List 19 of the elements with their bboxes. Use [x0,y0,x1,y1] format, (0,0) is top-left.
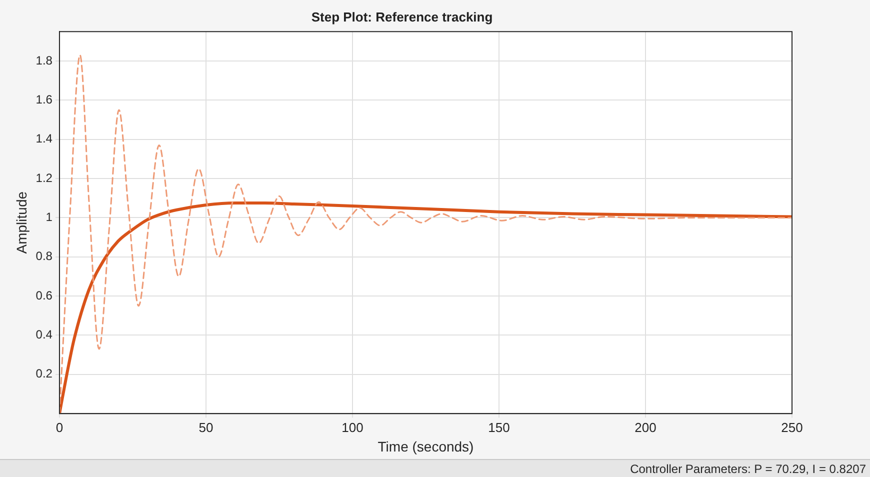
x-tick-label: 50 [198,420,214,435]
x-tick-label: 250 [781,420,803,435]
chart-title: Step Plot: Reference tracking [311,9,493,24]
x-tick-label: 200 [634,420,656,435]
y-tick-label: 0.6 [36,288,53,302]
y-tick-label: 0.2 [36,366,53,381]
x-tick-label: 150 [488,420,510,435]
x-tick-label: 0 [56,420,64,435]
y-tick-label: 1.6 [36,92,53,106]
text: Controller Parameters: P = 70.29, I = 0.8207 [630,462,866,476]
y-tick-label: 0.4 [36,328,53,342]
y-tick-label: 1.4 [36,132,53,146]
x-tick-label: 100 [342,420,364,435]
x-axis-title: Time (seconds) [378,438,474,454]
y-tick-label: 1.8 [36,53,53,68]
y-tick-label: 0.8 [36,249,53,264]
y-axis-title: Amplitude [13,191,30,254]
y-tick-label: 1 [46,210,53,224]
y-tick-label: 1.2 [36,170,53,185]
